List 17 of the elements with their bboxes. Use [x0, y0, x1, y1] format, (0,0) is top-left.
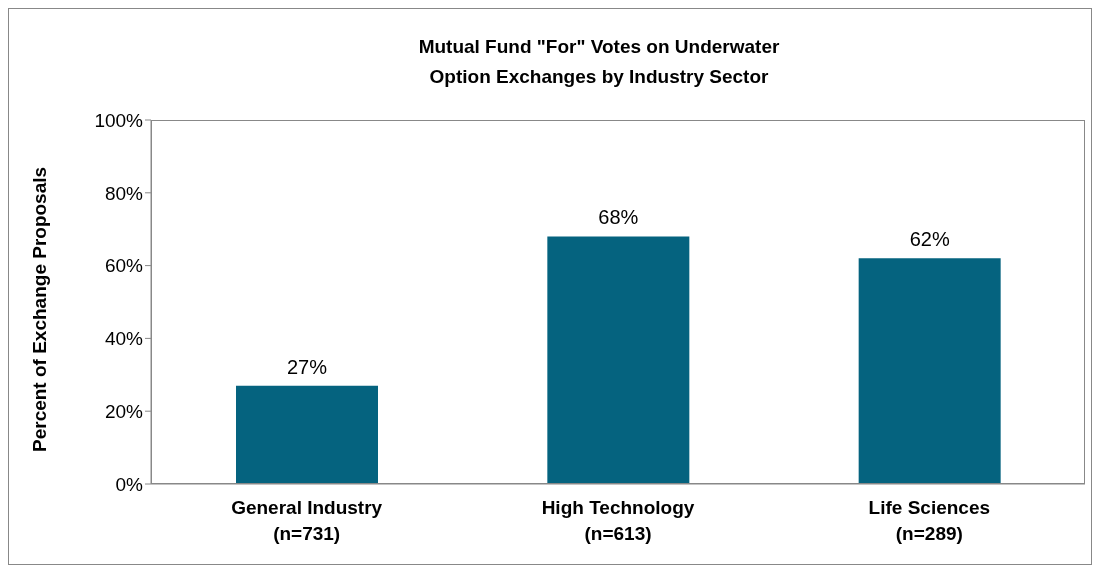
y-tick-label: 80% [104, 182, 144, 204]
data-label: 27% [286, 355, 328, 378]
y-tick-label: 40% [104, 328, 144, 350]
chart-title: Mutual Fund "For" Votes on Underwater Option Exchanges by Industry Sector [418, 36, 780, 87]
bar [547, 236, 690, 484]
data-label: 68% [598, 206, 639, 229]
x-tick-label: Life Sciences (n=289) [868, 497, 991, 544]
bar [236, 385, 378, 484]
y-axis-title: Percent of Exchange Proposals [28, 166, 50, 452]
y-tick-label: 60% [104, 255, 144, 277]
bar [858, 258, 1001, 484]
data-label: 62% [909, 228, 950, 251]
x-tick-label: High Technology (n=613) [541, 497, 695, 544]
y-tick-label: 20% [104, 400, 144, 422]
y-tick-label: 100% [94, 109, 144, 131]
x-tick-label: General Industry (n=731) [231, 497, 383, 544]
y-tick-label: 0% [115, 473, 144, 495]
